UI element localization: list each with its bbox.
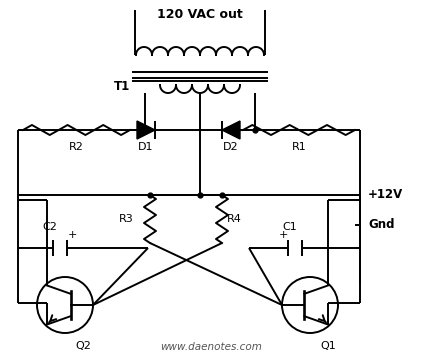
Text: +12V: +12V xyxy=(368,188,403,201)
Text: 120 VAC out: 120 VAC out xyxy=(157,8,243,21)
Text: +: + xyxy=(68,230,77,240)
Text: www.daenotes.com: www.daenotes.com xyxy=(160,342,262,352)
Text: Q2: Q2 xyxy=(75,341,91,351)
Text: T1: T1 xyxy=(114,80,130,93)
Polygon shape xyxy=(222,121,240,139)
Text: D2: D2 xyxy=(223,142,239,152)
Text: D1: D1 xyxy=(138,142,154,152)
Text: C1: C1 xyxy=(283,222,298,232)
Text: R3: R3 xyxy=(119,214,134,224)
Polygon shape xyxy=(137,121,155,139)
Text: R4: R4 xyxy=(227,214,242,224)
Text: +: + xyxy=(279,230,288,240)
Text: Q1: Q1 xyxy=(320,341,336,351)
Text: R2: R2 xyxy=(69,142,84,152)
Text: Gnd: Gnd xyxy=(368,219,395,232)
Text: C2: C2 xyxy=(43,222,57,232)
Text: R1: R1 xyxy=(292,142,306,152)
